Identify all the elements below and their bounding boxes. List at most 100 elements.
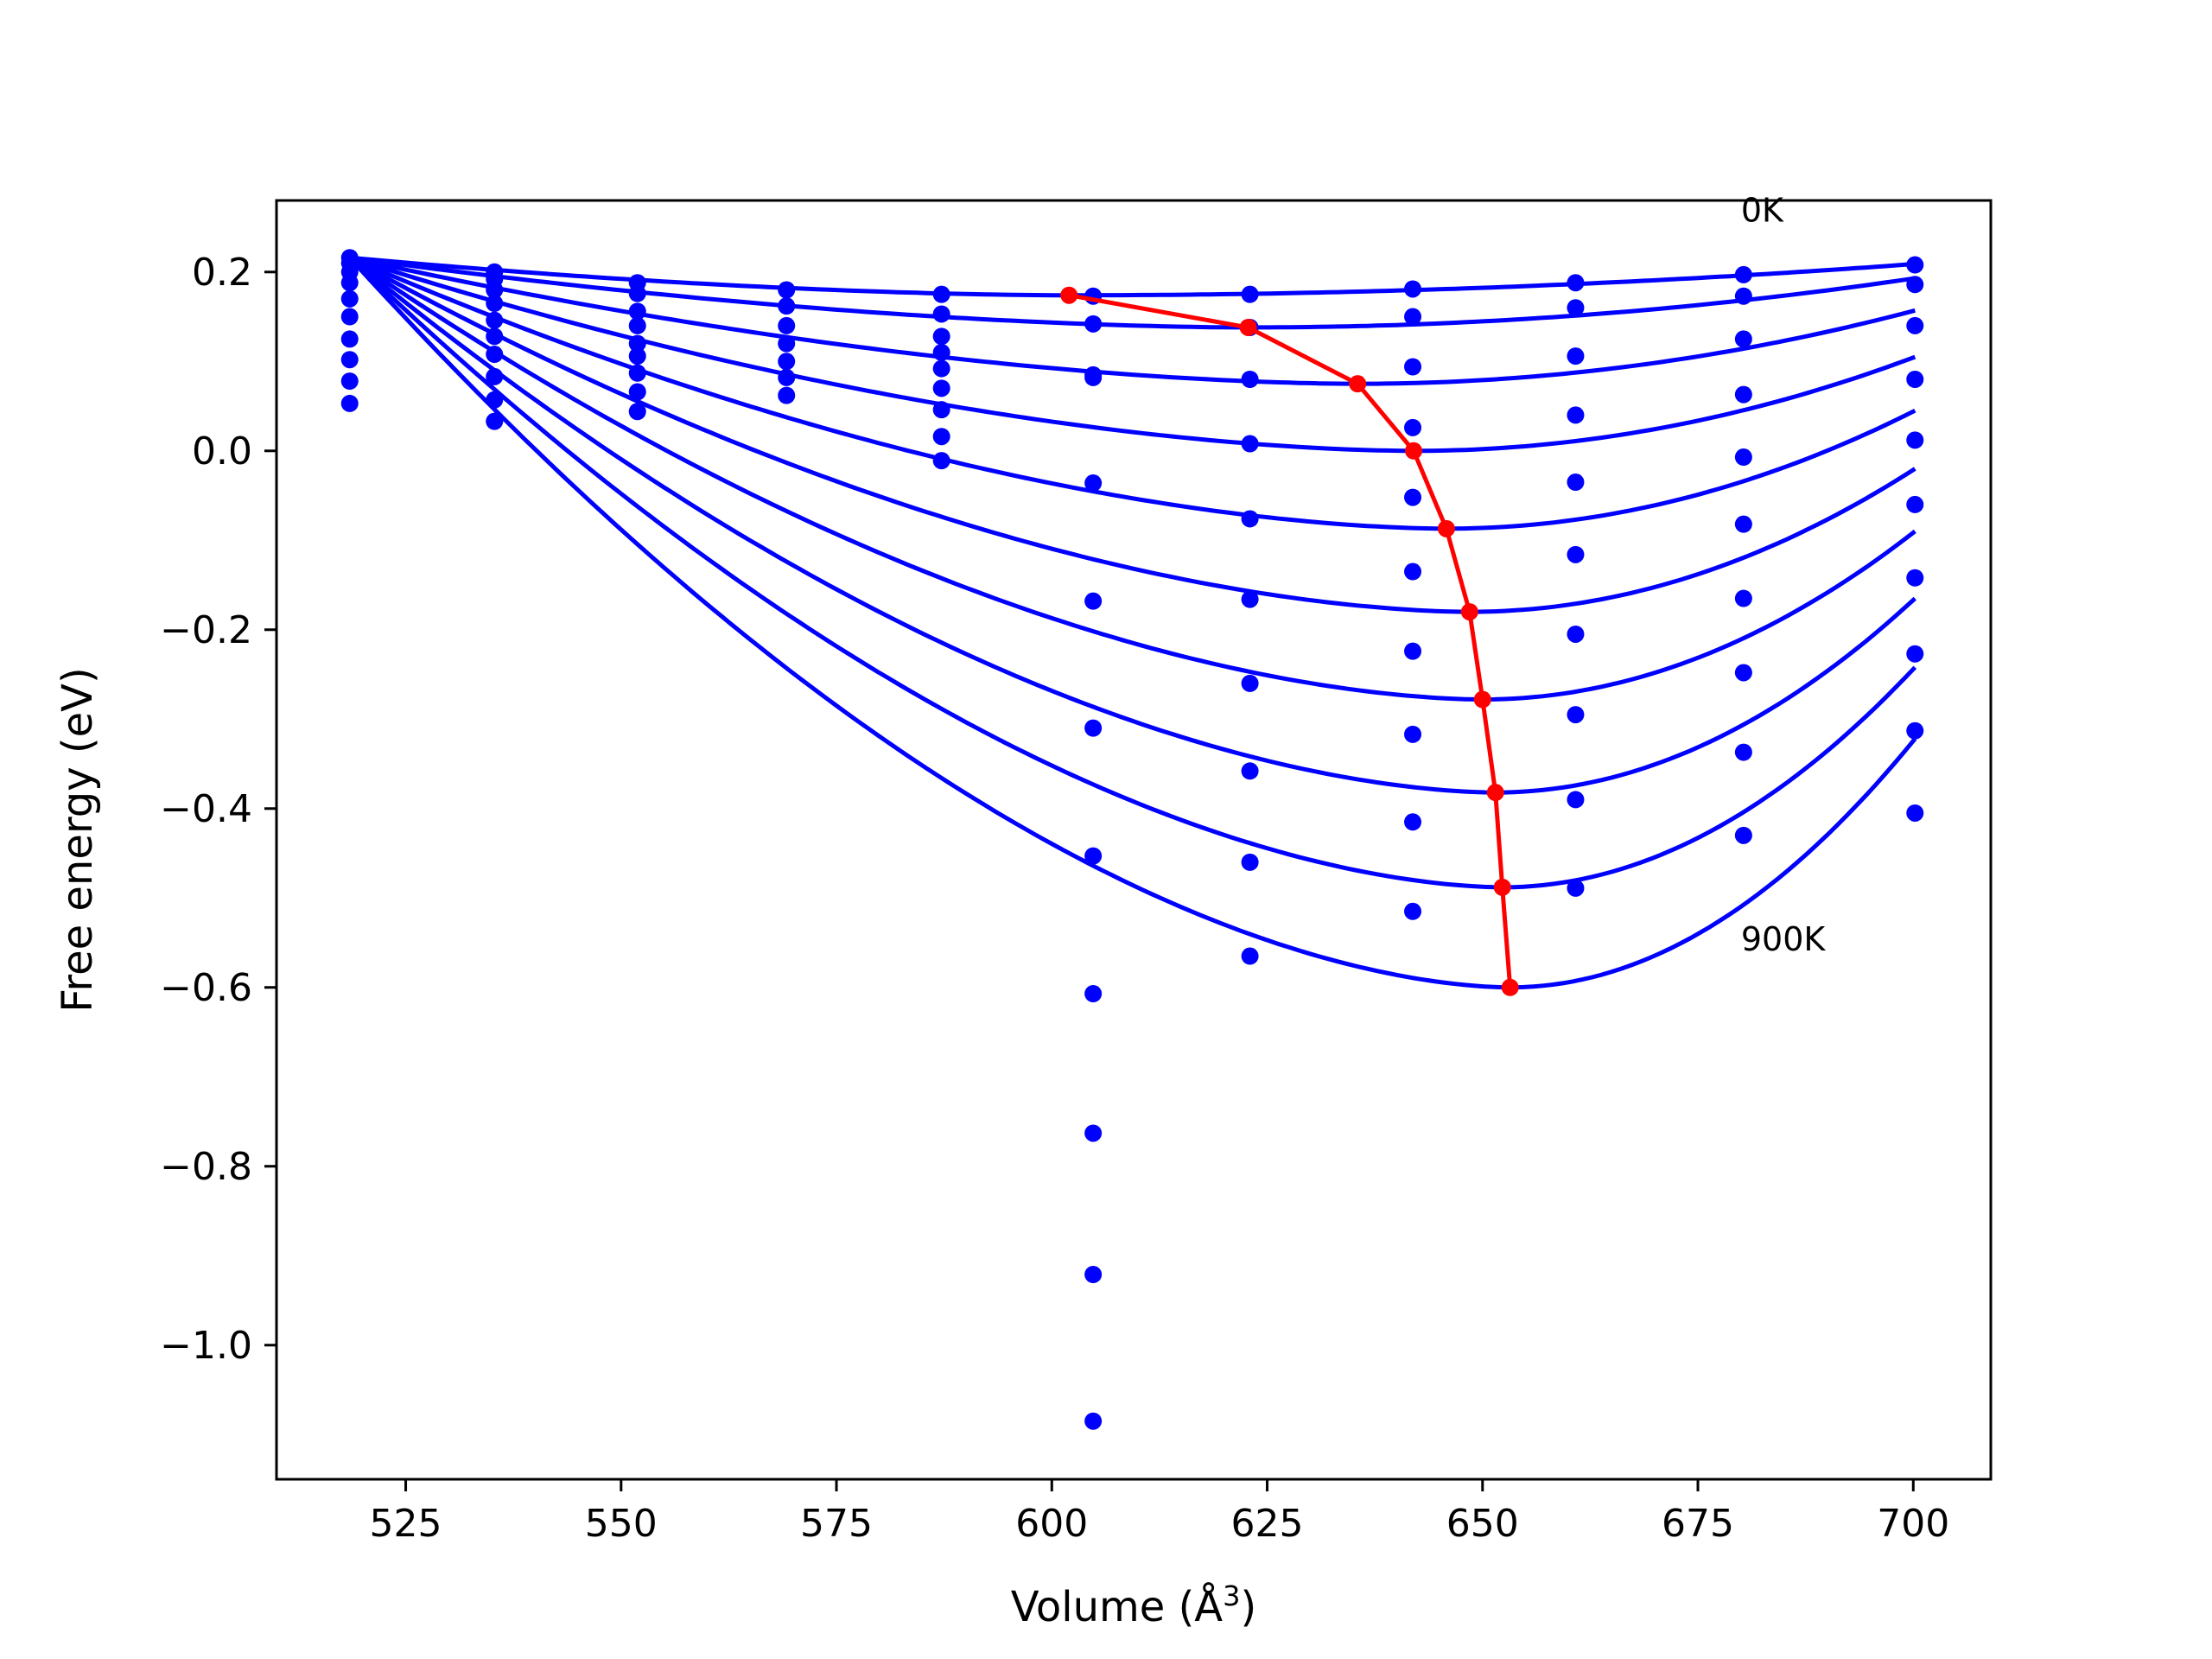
data-point xyxy=(1241,370,1259,388)
data-point xyxy=(340,289,359,308)
data-point xyxy=(1241,674,1259,692)
temperature-label: 900K xyxy=(1741,920,1827,958)
y-tick-label: 0.2 xyxy=(192,251,252,295)
data-point xyxy=(932,285,950,303)
data-point xyxy=(1404,488,1422,506)
data-point xyxy=(1567,347,1585,365)
data-points xyxy=(340,249,1924,1430)
x-tick-label: 550 xyxy=(585,1502,658,1546)
y-tick-label: −0.6 xyxy=(160,966,252,1010)
y-tick-label: −0.4 xyxy=(160,787,252,831)
data-point xyxy=(1906,721,1924,740)
data-point xyxy=(1734,265,1752,283)
min-point xyxy=(1460,603,1478,621)
data-point xyxy=(628,302,646,321)
data-point xyxy=(932,359,950,378)
data-point xyxy=(1734,826,1752,844)
data-point xyxy=(932,452,950,470)
data-point xyxy=(1084,1265,1103,1283)
data-point xyxy=(486,327,504,346)
data-point xyxy=(486,367,504,385)
data-point xyxy=(340,372,359,391)
data-point xyxy=(340,330,359,348)
data-point xyxy=(932,428,950,446)
plot-frame xyxy=(275,199,1993,1481)
data-point xyxy=(1241,590,1259,608)
fit-curve xyxy=(348,255,1916,454)
data-point xyxy=(1906,495,1924,513)
y-tick-label: 0.0 xyxy=(192,429,252,474)
data-point xyxy=(1404,308,1422,326)
data-point xyxy=(1084,315,1103,333)
data-point xyxy=(628,334,646,353)
data-point xyxy=(1734,589,1752,607)
data-point xyxy=(1734,385,1752,404)
data-point xyxy=(1567,879,1585,897)
fit-curve xyxy=(347,256,1917,890)
data-point xyxy=(1241,947,1259,965)
fit-curve xyxy=(348,256,1916,795)
data-point xyxy=(778,297,796,315)
x-tick-label: 700 xyxy=(1877,1502,1949,1546)
data-point xyxy=(778,386,796,404)
data-point xyxy=(1906,645,1924,663)
y-axis-ticks: 0.2 0.0 −0.2 −0.4 −0.6 −0.8 −1.0 xyxy=(160,251,276,1368)
data-point xyxy=(1084,847,1103,865)
data-point xyxy=(778,353,796,371)
data-point xyxy=(1906,804,1924,822)
annotations: 0K 900K xyxy=(1741,191,1827,957)
data-point xyxy=(1241,762,1259,780)
x-tick-label: 650 xyxy=(1446,1502,1519,1546)
data-point xyxy=(1404,725,1422,743)
data-point xyxy=(486,311,504,329)
data-point xyxy=(1241,435,1259,453)
minimum-path xyxy=(1060,286,1519,996)
y-tick-label: −0.2 xyxy=(160,608,252,652)
y-tick-label: −1.0 xyxy=(160,1324,252,1368)
data-point xyxy=(1404,563,1422,581)
fit-curve xyxy=(349,255,1916,298)
data-point xyxy=(1084,592,1103,610)
min-point xyxy=(1405,442,1423,460)
x-axis-label: Volume (Å3) xyxy=(1011,1580,1256,1631)
data-point xyxy=(1734,330,1752,348)
data-point xyxy=(778,368,796,386)
y-tick-label: −0.8 xyxy=(160,1145,252,1189)
min-path-line xyxy=(1068,293,1513,988)
data-point xyxy=(1734,743,1752,761)
data-point xyxy=(628,383,646,401)
data-point xyxy=(1906,316,1924,334)
data-point xyxy=(1241,510,1259,528)
data-point xyxy=(1906,276,1924,294)
data-point xyxy=(778,316,796,334)
data-point xyxy=(932,305,950,323)
data-point xyxy=(1084,368,1103,386)
fit-curve xyxy=(348,256,1916,702)
fit-curve xyxy=(348,256,1916,614)
temperature-label: 0K xyxy=(1741,191,1784,229)
data-point xyxy=(1567,299,1585,317)
data-point xyxy=(486,281,504,299)
data-point xyxy=(486,391,504,409)
data-point xyxy=(486,295,504,313)
min-point xyxy=(1473,690,1491,709)
data-point xyxy=(1084,474,1103,493)
data-point xyxy=(340,274,359,292)
x-tick-label: 625 xyxy=(1231,1502,1304,1546)
fit-curve xyxy=(347,256,1917,990)
x-tick-label: 675 xyxy=(1662,1502,1734,1546)
data-point xyxy=(1084,1412,1103,1430)
data-point xyxy=(1906,431,1924,449)
fit-curves xyxy=(347,255,1917,990)
x-tick-label: 575 xyxy=(800,1502,873,1546)
x-axis-ticks: 525 550 575 600 625 650 675 700 xyxy=(370,1479,1949,1546)
data-point xyxy=(628,403,646,421)
data-point xyxy=(1906,370,1924,388)
min-point xyxy=(1239,318,1257,336)
min-point xyxy=(1437,519,1455,537)
min-point xyxy=(1349,375,1367,393)
fit-curve xyxy=(349,255,1916,386)
fit-curve xyxy=(348,255,1916,531)
data-point xyxy=(1084,719,1103,737)
